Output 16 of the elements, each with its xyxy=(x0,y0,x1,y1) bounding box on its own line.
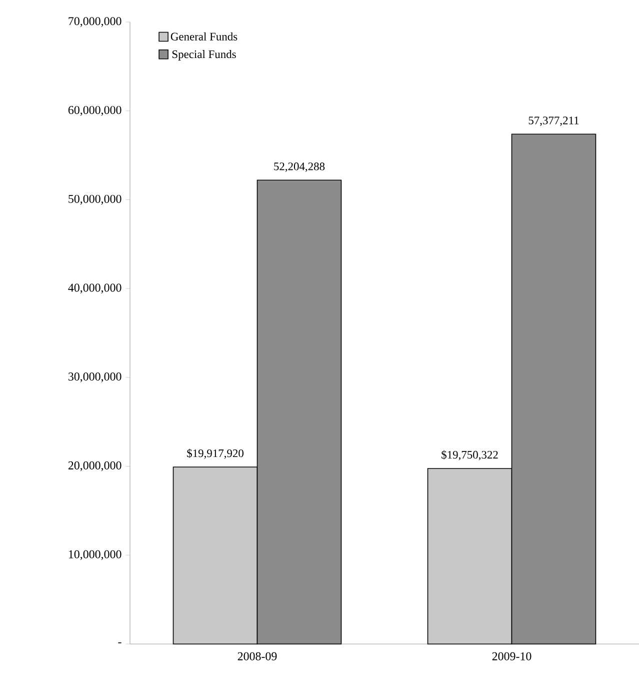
y-tick-label: 40,000,000 xyxy=(68,284,122,294)
x-tick-label: 2009-10 xyxy=(492,652,532,660)
y-tick-label: 50,000,000 xyxy=(68,194,122,205)
y-tick-label: 20,000,000 xyxy=(68,461,122,472)
y-tick-label: 70,000,000 xyxy=(68,17,122,27)
y-tick-label: - xyxy=(118,642,122,644)
data-label: 57,377,211 xyxy=(528,116,579,126)
data-label: 52,204,288 xyxy=(274,162,325,172)
data-label: $19,750,322 xyxy=(442,450,498,460)
y-tick-label: 30,000,000 xyxy=(68,372,122,382)
y-tick-label: 60,000,000 xyxy=(68,106,122,116)
y-tick-label: 10,000,000 xyxy=(68,550,122,560)
legend-label: General Funds xyxy=(170,32,238,40)
legend-label: Special Funds xyxy=(172,50,236,60)
x-tick-label: 2008-09 xyxy=(238,652,277,660)
data-label: $19,917,920 xyxy=(187,448,244,459)
